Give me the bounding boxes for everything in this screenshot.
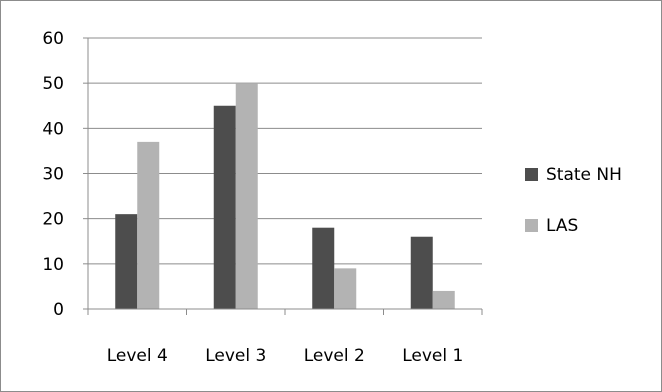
- bar-state-nh: [213, 105, 236, 309]
- bar-state-nh: [312, 227, 335, 309]
- y-tick-label: 0: [53, 300, 64, 320]
- legend-label: LAS: [546, 216, 578, 236]
- y-tick-label: 50: [42, 74, 64, 94]
- legend-swatch: [525, 168, 538, 181]
- y-tick-label: 30: [42, 165, 64, 185]
- bar-las: [137, 141, 160, 309]
- legend: State NH LAS: [525, 165, 622, 236]
- x-tick-label: Level 1: [402, 346, 463, 366]
- y-tick-labels: 0 10 20 30 40 50 60: [42, 29, 64, 320]
- bar-las: [235, 83, 258, 310]
- x-tick-label: Level 2: [304, 346, 365, 366]
- bar-state-nh: [115, 214, 138, 309]
- bar-state-nh: [410, 236, 433, 309]
- axes: [83, 37, 483, 315]
- legend-swatch: [525, 219, 538, 232]
- y-tick-label: 60: [42, 29, 64, 49]
- x-tick-label: Level 3: [205, 346, 266, 366]
- y-tick-label: 20: [42, 210, 64, 230]
- x-tick-label: Level 4: [107, 346, 168, 366]
- x-tick-labels: Level 4 Level 3 Level 2 Level 1: [107, 346, 464, 366]
- bar-las: [432, 290, 455, 309]
- y-tick-label: 40: [42, 119, 64, 139]
- bars: [115, 83, 455, 310]
- y-tick-label: 10: [42, 255, 64, 275]
- legend-label: State NH: [546, 165, 622, 185]
- bar-las: [334, 268, 357, 309]
